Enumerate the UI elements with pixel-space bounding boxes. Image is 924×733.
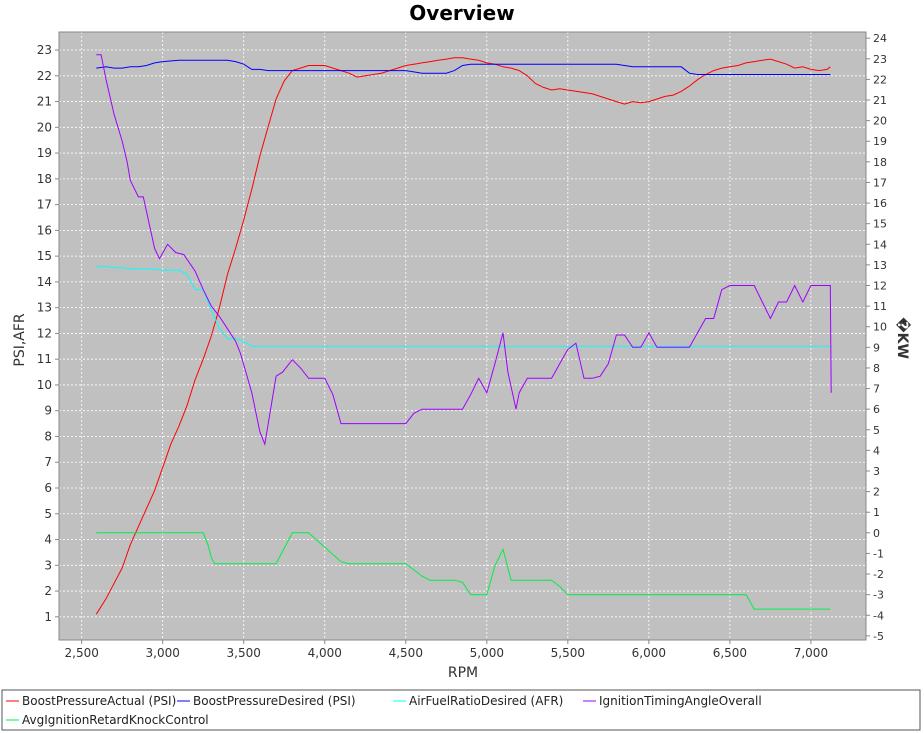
y2-tick-label: 22: [873, 73, 887, 86]
y-tick-label: 11: [37, 352, 52, 366]
series-line-2: [96, 265, 831, 347]
y2-tick-label: 11: [873, 300, 887, 313]
x-axis-label: RPM: [448, 665, 478, 681]
legend-entry: BoostPressureDesired (PSI): [193, 694, 356, 708]
y2-tick-label: 2: [873, 486, 880, 499]
y-tick-label: 10: [37, 378, 52, 392]
y-tick-label: 19: [37, 146, 52, 160]
y-tick-label: 18: [37, 172, 52, 186]
y2-tick-label: 9: [873, 341, 880, 354]
y-tick-label: 2: [44, 584, 52, 598]
y2-tick-label: 23: [873, 53, 887, 66]
y2-tick-label: 20: [873, 115, 887, 128]
legend-entry: AvgIgnitionRetardKnockControl: [22, 713, 209, 727]
plot-background: [59, 32, 866, 640]
y-tick-label: 6: [44, 481, 52, 495]
series-line-0: [95, 57, 831, 615]
y2-tick-label: -2: [873, 568, 884, 581]
y2-tick-label: 13: [873, 259, 887, 272]
y2-tick-label: 17: [873, 176, 887, 189]
y2-tick-label: 4: [873, 444, 880, 457]
y2-tick-label: 3: [873, 465, 880, 478]
legend-box: [1, 689, 921, 731]
plot-area: [59, 32, 866, 640]
y2-tick-label: 21: [873, 94, 887, 107]
y-tick-label: 22: [37, 69, 52, 83]
y-tick-label: 13: [37, 301, 52, 315]
y-tick-label: 21: [37, 95, 52, 109]
y2-tick-label: -1: [873, 547, 884, 560]
y2-tick-label: 0: [873, 527, 880, 540]
y2-tick-label: -4: [873, 609, 884, 622]
y2-tick-label: 5: [873, 424, 880, 437]
axes: 2,500 3,000 3,500 4,000 4,500 5,000 5,500 6,000…: [37, 31, 887, 660]
chart-title: Overview: [409, 1, 514, 25]
y-tick-label: 7: [44, 455, 52, 469]
grid-lines: [59, 32, 866, 640]
y2-tick-label: 12: [873, 280, 887, 293]
x-tick-label: 7,000: [794, 646, 828, 660]
y2-tick-label: 14: [873, 238, 887, 251]
x-tick-label: 3,000: [146, 646, 180, 660]
legend-entry: AirFuelRatioDesired (AFR): [409, 694, 563, 708]
y-tick-label: 14: [37, 275, 52, 289]
y2-tick-label: 19: [873, 135, 887, 148]
y-axis-label: PSI,AFR: [12, 313, 28, 367]
x-tick-label: 4,500: [389, 646, 423, 660]
series-line-3: [96, 54, 832, 447]
legend-entry: IgnitionTimingAngleOverall: [599, 694, 762, 708]
y2-tick-label: 16: [873, 197, 887, 210]
x-tick-label: 3,500: [227, 646, 261, 660]
y-tick-label: 16: [37, 223, 52, 237]
y-tick-label: 3: [44, 558, 52, 572]
y2-tick-label: 8: [873, 362, 880, 375]
x-tick-label: 6,000: [632, 646, 666, 660]
y2-tick-label: 1: [873, 506, 880, 519]
x-tick-label: 6,500: [713, 646, 747, 660]
y-tick-label: 20: [37, 120, 52, 134]
y-tick-label: 23: [37, 43, 52, 57]
y2-tick-label: 7: [873, 383, 880, 396]
y-tick-label: 5: [44, 507, 52, 521]
x-tick-label: 5,500: [551, 646, 585, 660]
y2-axis-label: �KW: [894, 317, 911, 359]
y2-tick-label: -3: [873, 589, 884, 602]
series-line-4: [96, 532, 831, 610]
y-tick-label: 17: [37, 198, 52, 212]
y-tick-label: 4: [44, 533, 52, 547]
y2-tick-label: 24: [873, 32, 887, 45]
series-line-1: [96, 59, 831, 75]
plot-border: [58, 31, 867, 641]
legend: BoostPressureActual (PSI) BoostPressureDe…: [1, 689, 921, 731]
x-tick-label: 5,000: [470, 646, 504, 660]
y2-tick-label: 15: [873, 218, 887, 231]
series-lines: [95, 54, 832, 615]
x-tick-label: 4,000: [308, 646, 342, 660]
y2-tick-label: 10: [873, 321, 887, 334]
x-tick-label: 2,500: [65, 646, 99, 660]
y2-tick-label: 6: [873, 403, 880, 416]
y-tick-label: 8: [44, 429, 52, 443]
legend-entry: BoostPressureActual (PSI): [22, 694, 176, 708]
y-tick-label: 15: [37, 249, 52, 263]
y2-tick-label: -5: [873, 630, 884, 643]
y-tick-label: 12: [37, 326, 52, 340]
y2-tick-label: 18: [873, 156, 887, 169]
y-tick-label: 9: [44, 404, 52, 418]
y-tick-label: 1: [44, 610, 52, 624]
